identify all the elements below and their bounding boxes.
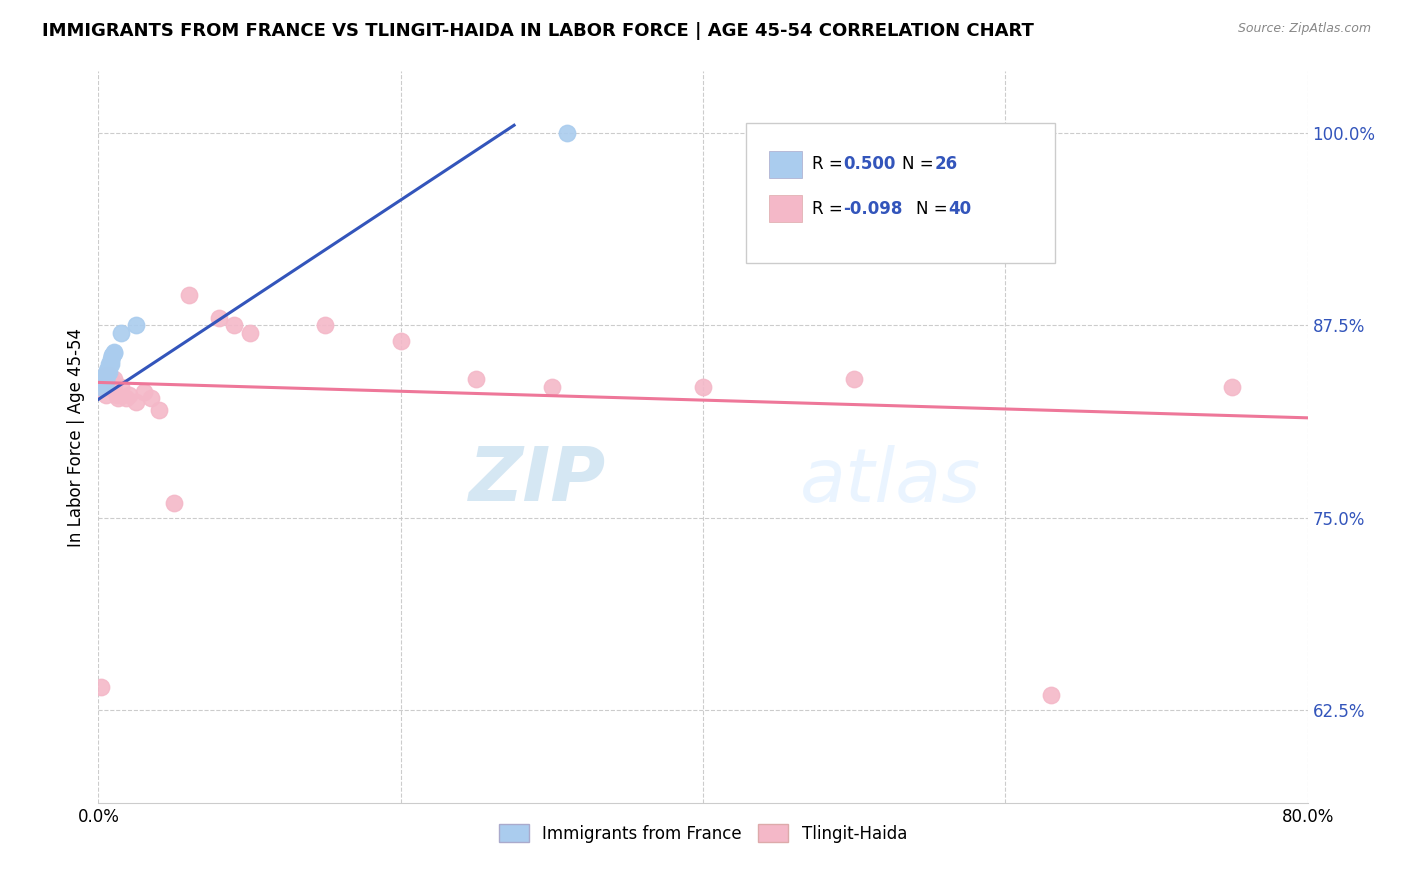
Point: [389, 334, 412, 348]
Point: [465, 372, 488, 386]
Point: [94, 380, 117, 394]
Point: [132, 384, 155, 399]
Point: [100, 354, 122, 368]
Text: N =: N =: [917, 200, 953, 218]
Point: [94, 388, 117, 402]
Point: [96, 363, 118, 377]
Point: [91, 380, 114, 394]
Point: [98, 376, 121, 390]
Point: [94, 376, 117, 390]
Point: [314, 318, 336, 333]
Point: [540, 380, 562, 394]
Text: R =: R =: [813, 155, 848, 173]
Point: [98, 365, 121, 379]
Point: [103, 346, 125, 360]
Point: [98, 368, 121, 382]
Point: [93, 369, 115, 384]
Point: [103, 376, 125, 391]
Point: [844, 372, 866, 386]
Point: [148, 403, 170, 417]
Point: [239, 326, 262, 340]
Point: [96, 365, 118, 379]
Point: [125, 318, 148, 333]
Point: [100, 357, 122, 371]
Point: [101, 348, 124, 362]
Point: [179, 287, 201, 301]
Point: [103, 372, 125, 386]
Point: [93, 376, 115, 391]
Legend: Immigrants from France, Tlingit-Haida: Immigrants from France, Tlingit-Haida: [492, 818, 914, 849]
Point: [94, 372, 117, 386]
Point: [90, 380, 112, 394]
Point: [114, 391, 136, 405]
Point: [141, 391, 163, 405]
Text: 0.500: 0.500: [844, 155, 896, 173]
Y-axis label: In Labor Force | Age 45-54: In Labor Force | Age 45-54: [66, 327, 84, 547]
Point: [98, 359, 121, 374]
Point: [90, 681, 112, 695]
Point: [93, 372, 115, 386]
Point: [163, 495, 186, 509]
Point: [93, 369, 115, 384]
Text: ZIP: ZIP: [470, 444, 606, 517]
Point: [94, 372, 117, 386]
Point: [1039, 688, 1062, 702]
Text: atlas: atlas: [800, 445, 981, 517]
Text: 40: 40: [949, 200, 972, 218]
Point: [107, 391, 129, 405]
Point: [125, 395, 148, 409]
Point: [208, 310, 231, 325]
Point: [103, 344, 125, 359]
Point: [224, 318, 246, 333]
Point: [96, 368, 118, 382]
Point: [101, 380, 124, 394]
Point: [101, 349, 124, 363]
Point: [94, 368, 117, 382]
Point: [555, 126, 578, 140]
Point: [118, 388, 141, 402]
Point: [98, 357, 121, 371]
Point: [93, 372, 115, 386]
Text: Source: ZipAtlas.com: Source: ZipAtlas.com: [1237, 22, 1371, 36]
Point: [91, 376, 114, 390]
Point: [110, 380, 132, 394]
Point: [91, 376, 114, 390]
Point: [96, 368, 118, 382]
Point: [100, 372, 122, 386]
Point: [96, 372, 118, 386]
Point: [110, 326, 132, 340]
Text: 26: 26: [935, 155, 957, 173]
Point: [692, 380, 714, 394]
Point: [100, 352, 122, 367]
Point: [105, 388, 128, 402]
Point: [100, 376, 122, 390]
Text: N =: N =: [903, 155, 939, 173]
Text: -0.098: -0.098: [844, 200, 903, 218]
Text: IMMIGRANTS FROM FRANCE VS TLINGIT-HAIDA IN LABOR FORCE | AGE 45-54 CORRELATION C: IMMIGRANTS FROM FRANCE VS TLINGIT-HAIDA …: [42, 22, 1033, 40]
Point: [1220, 380, 1243, 394]
Point: [94, 376, 117, 390]
Point: [91, 372, 114, 386]
Point: [94, 369, 117, 384]
Text: R =: R =: [813, 200, 848, 218]
